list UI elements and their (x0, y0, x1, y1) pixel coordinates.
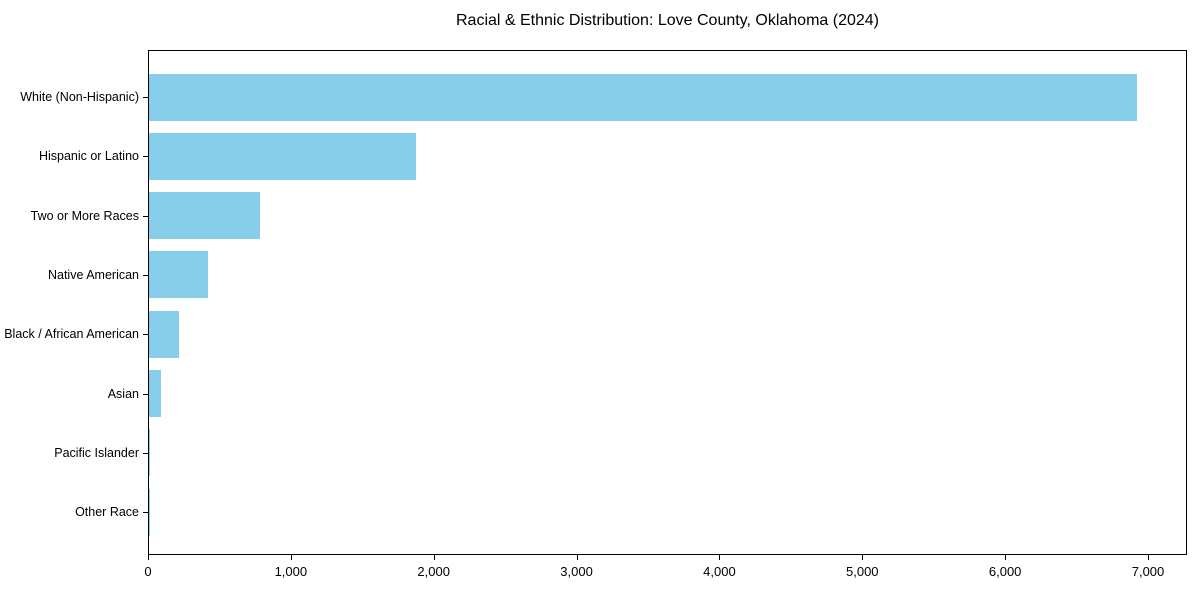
chart-title: Racial & Ethnic Distribution: Love Count… (455, 12, 879, 29)
y-axis-tick (143, 512, 148, 514)
y-axis-tick (143, 334, 148, 336)
x-axis-tick (148, 555, 149, 560)
y-axis-label-hispanic-or-latino: Hispanic or Latino (38, 149, 139, 164)
x-axis-tick-label: 3,000 (560, 564, 593, 579)
y-axis-label-two-or-more-races: Two or More Races (30, 208, 139, 223)
y-axis-tick (143, 393, 148, 395)
bar-two-or-more-races (149, 192, 260, 240)
bar-asian (149, 370, 162, 417)
x-axis-tick-label: 0 (144, 564, 152, 579)
x-axis-tick-label: 2,000 (417, 564, 450, 579)
y-axis-label-other-race: Other Race (75, 505, 139, 520)
x-axis-tick (719, 555, 721, 560)
y-axis-tick (143, 452, 148, 454)
bar-black-african-american (149, 310, 179, 358)
plot-area (148, 50, 1187, 555)
y-axis-tick (143, 215, 148, 217)
bar-white-non-hispanic (149, 73, 1137, 121)
x-axis-tick-label: 6,000 (988, 564, 1022, 579)
y-axis-label-native-american: Native American (47, 267, 139, 282)
x-axis-tick-label: 7,000 (1131, 564, 1165, 579)
y-axis-label-black-african-american: Black / African American (4, 327, 139, 342)
bar-native-american (149, 251, 208, 299)
x-axis-tick (1005, 555, 1007, 560)
y-axis-label-asian: Asian (107, 386, 139, 401)
bar-hispanic-or-latino (149, 132, 417, 180)
y-axis-label-pacific-islander: Pacific Islander (54, 445, 139, 460)
bar-pacific-islander (149, 429, 150, 477)
y-axis-tick (143, 156, 148, 158)
x-axis-tick-label: 4,000 (703, 564, 736, 579)
y-axis-label-white-non-hispanic: White (Non-Hispanic) (20, 90, 139, 104)
x-axis-tick (433, 555, 435, 560)
y-axis-tick (143, 274, 148, 276)
x-axis-tick-label: 5,000 (846, 564, 879, 579)
x-axis-tick (290, 555, 292, 560)
x-axis-tick-label: 1,000 (274, 564, 308, 579)
x-axis-tick (576, 555, 578, 560)
y-axis-tick (143, 97, 148, 98)
x-axis-tick (1148, 555, 1149, 560)
x-axis-tick (862, 555, 864, 560)
